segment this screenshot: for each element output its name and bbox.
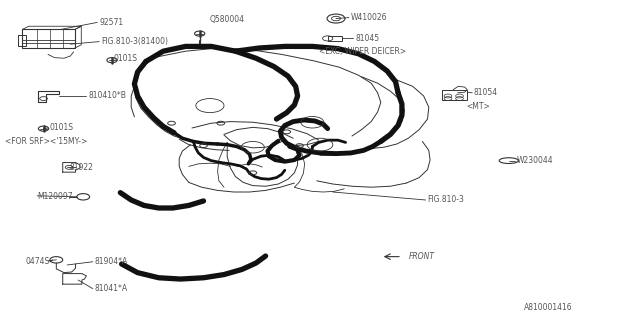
Text: FRONT: FRONT [408,252,435,261]
Bar [442,90,467,100]
Text: 81041*A: 81041*A [95,284,128,293]
Text: 0101S: 0101S [50,124,74,132]
Bar [328,36,342,41]
Bar [22,29,75,48]
Text: Q580004: Q580004 [210,15,245,24]
Text: 0101S: 0101S [114,54,138,63]
Text: 0474S: 0474S [26,257,50,266]
Text: 81045: 81045 [355,34,380,43]
Bar [18,35,26,46]
Text: <FOR SRF><'15MY->: <FOR SRF><'15MY-> [5,137,88,146]
Text: W230044: W230044 [517,156,554,165]
Text: FIG.810-3: FIG.810-3 [428,196,465,204]
Text: <EXC, WIPER DEICER>: <EXC, WIPER DEICER> [319,47,406,56]
Text: 81904*A: 81904*A [95,257,128,266]
Text: W410026: W410026 [351,13,387,22]
Text: 810410*B: 810410*B [88,92,126,100]
Text: 92571: 92571 [99,18,124,27]
Text: A810001416: A810001416 [524,303,572,312]
Text: <MT>: <MT> [466,102,490,111]
Text: 81054: 81054 [474,88,498,97]
Text: 81922: 81922 [69,163,93,172]
Text: FIG.810-3(81400): FIG.810-3(81400) [101,37,168,46]
Text: M120097: M120097 [37,192,73,201]
